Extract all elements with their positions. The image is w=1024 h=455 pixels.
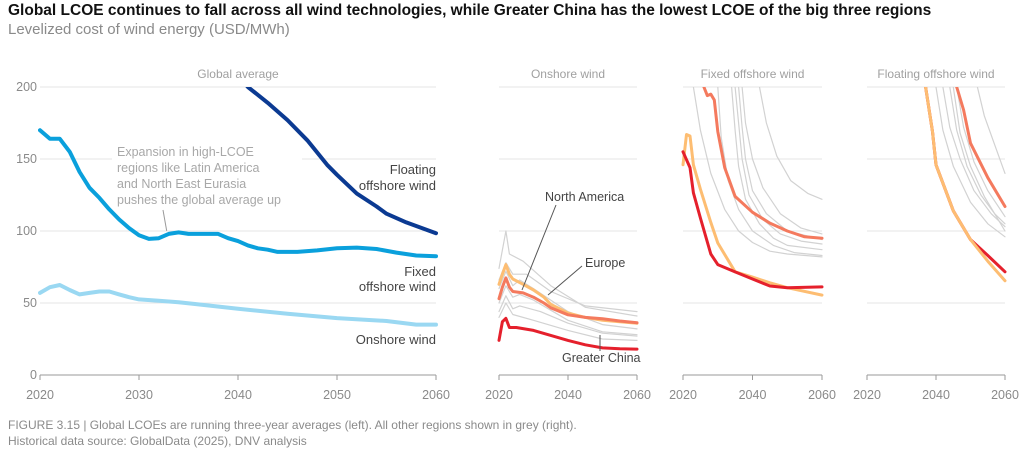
series-label: offshore wind bbox=[359, 178, 436, 193]
x-tick-label: 2060 bbox=[623, 388, 651, 402]
series-other-region bbox=[956, 87, 1006, 218]
leader-line bbox=[547, 265, 583, 296]
x-tick-label: 2060 bbox=[991, 388, 1019, 402]
chart-title: Global LCOE continues to fall across all… bbox=[8, 2, 932, 19]
x-tick-label: 2030 bbox=[125, 388, 153, 402]
y-tick-label: 200 bbox=[16, 80, 37, 94]
x-tick-label: 2020 bbox=[669, 388, 697, 402]
x-tick-label: 2060 bbox=[808, 388, 836, 402]
series-label: Europe bbox=[585, 256, 625, 270]
panel-title: Floating offshore wind bbox=[877, 67, 994, 81]
series-onshore-wind bbox=[38, 283, 438, 327]
y-tick-label: 0 bbox=[30, 368, 37, 382]
series-other-region bbox=[692, 87, 823, 258]
series-other-region bbox=[758, 87, 823, 200]
series-other-region bbox=[498, 285, 638, 336]
annotation-text: regions like Latin America bbox=[117, 161, 259, 175]
series-fixed-offshore-wind bbox=[38, 128, 438, 259]
x-tick-label: 2020 bbox=[485, 388, 513, 402]
leader-line bbox=[521, 204, 557, 291]
series-north-america bbox=[702, 87, 824, 240]
series-other-region bbox=[976, 87, 1006, 174]
x-tick-label: 2020 bbox=[853, 388, 881, 402]
series-floating-offshore-wind bbox=[245, 87, 438, 236]
series-greater-china bbox=[497, 316, 639, 351]
x-tick-label: 2050 bbox=[323, 388, 351, 402]
series-europe bbox=[681, 133, 824, 297]
annotation-text: and North East Eurasia bbox=[117, 177, 246, 191]
series-other-region bbox=[935, 87, 1006, 238]
series-label: offshore wind bbox=[359, 279, 436, 294]
series-other-region bbox=[741, 87, 823, 235]
annotation-text: Expansion in high-LCOE bbox=[117, 145, 254, 159]
panel-1: Onshore wind 2020 2040 2060 North America Eur… bbox=[485, 67, 651, 402]
chart-subtitle: Levelized cost of wind energy (USD/MWh) bbox=[8, 21, 290, 38]
x-tick-label: 2040 bbox=[739, 388, 767, 402]
series-label: Fixed bbox=[404, 264, 436, 279]
panel-2: Fixed offshore wind 2020 2040 2060 bbox=[669, 67, 836, 402]
series-other-region bbox=[498, 302, 638, 341]
panel-title: Fixed offshore wind bbox=[701, 67, 805, 81]
series-europe bbox=[924, 87, 1007, 283]
series-other-region bbox=[498, 262, 638, 313]
series-other-region bbox=[952, 87, 1006, 232]
annotation-text: pushes the global average up bbox=[117, 193, 281, 207]
series-north-america bbox=[497, 276, 639, 325]
series-label: Onshore wind bbox=[356, 332, 436, 347]
data-source: Historical data source: GlobalData (2025… bbox=[8, 434, 307, 448]
x-tick-label: 2020 bbox=[26, 388, 54, 402]
series-other-region bbox=[942, 87, 1006, 228]
series-other-region bbox=[498, 295, 638, 337]
panel-title: Onshore wind bbox=[531, 67, 605, 81]
series-other-region bbox=[498, 270, 638, 330]
series-label: Floating bbox=[390, 162, 436, 177]
panel-3: Floating offshore wind 2020 2040 2060 bbox=[853, 67, 1019, 402]
series-other-region bbox=[734, 87, 823, 245]
x-tick-label: 2060 bbox=[422, 388, 450, 402]
y-tick-label: 50 bbox=[23, 296, 37, 310]
figure-caption: FIGURE 3.15 | Global LCOEs are running t… bbox=[8, 418, 577, 432]
y-tick-label: 150 bbox=[16, 152, 37, 166]
series-other-region bbox=[498, 230, 638, 317]
y-tick-label: 100 bbox=[16, 224, 37, 238]
panel-0: Global average 2020 2030 2040 2050 2060 0 50 100… bbox=[16, 67, 450, 402]
series-label: Greater China bbox=[562, 351, 641, 365]
panel-title: Global average bbox=[197, 67, 279, 81]
series-label: North America bbox=[545, 190, 624, 204]
series-north-america bbox=[955, 87, 1007, 208]
series-other-region bbox=[717, 87, 823, 257]
x-tick-label: 2040 bbox=[554, 388, 582, 402]
x-tick-label: 2040 bbox=[922, 388, 950, 402]
series-greater-china bbox=[681, 150, 824, 290]
x-tick-label: 2040 bbox=[224, 388, 252, 402]
annotation-leader bbox=[162, 209, 168, 231]
